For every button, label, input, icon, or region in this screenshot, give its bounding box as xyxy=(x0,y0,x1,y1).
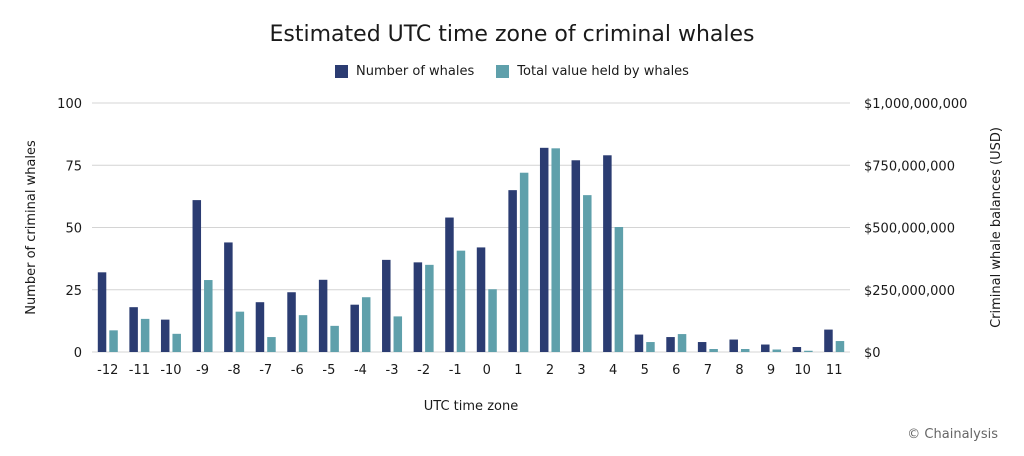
bar-value xyxy=(235,311,245,352)
bar-whales xyxy=(571,160,581,352)
x-tick-label: 2 xyxy=(546,363,554,378)
bar-value xyxy=(267,337,276,352)
x-tick-label: -2 xyxy=(417,363,430,378)
bar-whales xyxy=(255,302,265,352)
bar-value xyxy=(772,349,782,352)
x-tick-label: -5 xyxy=(322,363,335,378)
bar-value xyxy=(204,280,213,352)
bar-whales xyxy=(287,292,296,352)
chart-legend: Number of whales Total value held by wha… xyxy=(0,64,1024,79)
x-tick-label: 4 xyxy=(609,363,617,378)
bar-whales xyxy=(666,337,675,352)
y2-tick-label: $1,000,000,000 xyxy=(864,97,967,112)
x-tick-label: 5 xyxy=(641,363,649,378)
x-tick-label: 7 xyxy=(704,363,712,378)
bar-value xyxy=(393,316,403,352)
bar-value xyxy=(614,227,624,352)
bar-whales xyxy=(413,262,423,352)
x-tick-label: 0 xyxy=(483,363,491,378)
y-tick-label: 25 xyxy=(65,284,82,299)
bar-whales xyxy=(539,147,549,352)
y-tick-label: 75 xyxy=(65,159,82,174)
legend-swatch-whales xyxy=(335,65,349,78)
x-tick-label: -11 xyxy=(129,363,150,378)
bar-value xyxy=(583,195,592,352)
bar-value xyxy=(740,349,750,352)
bar-whales xyxy=(824,329,833,352)
bar-value xyxy=(835,341,845,352)
bar-whales xyxy=(792,347,802,352)
bar-value xyxy=(109,330,118,352)
legend-swatch-value xyxy=(496,65,510,78)
bar-whales xyxy=(129,307,138,352)
legend-label-whales: Number of whales xyxy=(356,64,475,79)
x-tick-label: -12 xyxy=(97,363,118,378)
bar-whales xyxy=(603,155,612,352)
x-tick-label: 3 xyxy=(577,363,585,378)
bar-whales xyxy=(476,247,486,352)
x-tick-label: -9 xyxy=(196,363,209,378)
y2-tick-label: $250,000,000 xyxy=(864,284,955,299)
legend-item-value: Total value held by whales xyxy=(496,64,689,79)
bar-value xyxy=(425,264,434,352)
bar-value xyxy=(456,250,466,352)
x-axis-title: UTC time zone xyxy=(424,399,518,414)
bar-whales xyxy=(160,319,170,352)
bar-whales xyxy=(350,304,359,352)
x-tick-label: -10 xyxy=(160,363,181,378)
y2-tick-label: $500,000,000 xyxy=(864,222,955,237)
x-tick-label: -3 xyxy=(386,363,399,378)
y2-tick-label: $750,000,000 xyxy=(864,159,955,174)
bar-value xyxy=(519,172,529,352)
bar-whales xyxy=(508,190,517,352)
bar-whales xyxy=(318,279,328,352)
chart-title: Estimated UTC time zone of criminal whal… xyxy=(269,22,755,47)
x-tick-label: 10 xyxy=(794,363,811,378)
bar-whales xyxy=(224,242,233,352)
bar-whales xyxy=(445,217,454,352)
bar-value xyxy=(709,349,718,352)
copyright-credit: © Chainalysis xyxy=(907,427,998,442)
bar-whales xyxy=(192,200,202,352)
bar-whales xyxy=(697,342,707,352)
bar-value xyxy=(804,350,813,352)
y2-axis-title: Criminal whale balances (USD) xyxy=(989,127,1004,328)
bar-whales xyxy=(729,339,738,352)
bar-whales xyxy=(97,272,107,352)
x-tick-label: -1 xyxy=(449,363,462,378)
y-tick-label: 100 xyxy=(57,97,82,112)
bar-value xyxy=(551,148,560,352)
bar-whales xyxy=(382,259,391,352)
y-axis-title: Number of criminal whales xyxy=(24,140,39,315)
y2-tick-label: $0 xyxy=(864,346,881,361)
y-tick-label: 0 xyxy=(74,346,82,361)
bar-whales xyxy=(761,344,770,352)
x-tick-label: 8 xyxy=(735,363,743,378)
bar-value xyxy=(172,333,181,352)
x-tick-label: 11 xyxy=(826,363,843,378)
x-tick-label: -6 xyxy=(291,363,304,378)
x-tick-label: 1 xyxy=(514,363,522,378)
bar-value xyxy=(140,318,150,352)
legend-label-value: Total value held by whales xyxy=(517,64,689,79)
legend-item-whales: Number of whales xyxy=(335,64,474,79)
y-tick-label: 50 xyxy=(65,222,82,237)
bar-value xyxy=(298,315,308,352)
x-tick-label: 9 xyxy=(767,363,775,378)
x-tick-label: -8 xyxy=(228,363,241,378)
bar-value xyxy=(677,334,687,352)
x-tick-label: 6 xyxy=(672,363,680,378)
bar-value xyxy=(646,342,655,352)
bar-value xyxy=(330,325,339,352)
bar-whales xyxy=(634,334,644,352)
bar-value xyxy=(488,289,497,352)
x-tick-label: -7 xyxy=(259,363,272,378)
bar-value xyxy=(361,297,371,352)
x-tick-label: -4 xyxy=(354,363,367,378)
